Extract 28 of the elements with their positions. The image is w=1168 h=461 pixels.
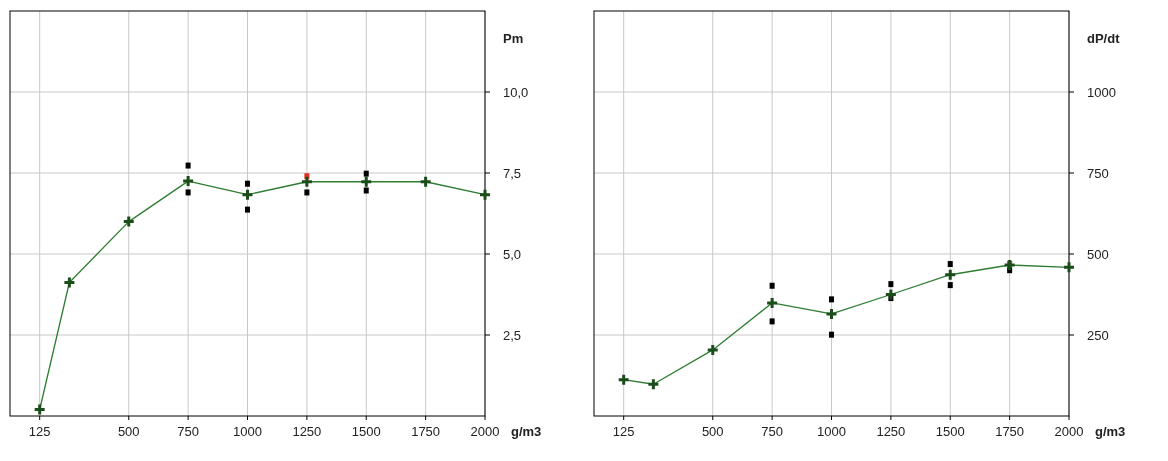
x-tick-label: 1000 — [817, 424, 846, 439]
x-tick-label: 500 — [117, 424, 140, 439]
x-axis-title: g/m3 — [511, 424, 542, 439]
y-tick-label: 2,5 — [503, 328, 522, 343]
y-axis-title: dP/dt — [1087, 31, 1121, 46]
x-tick-label: 1750 — [995, 424, 1025, 439]
x-tick-label: 1250 — [292, 424, 322, 439]
y-tick-label: 250 — [1087, 328, 1109, 343]
x-axis-title: g/m3 — [1095, 424, 1126, 439]
x-tick-label: 1750 — [411, 424, 441, 439]
y-tick-label: 750 — [1087, 166, 1109, 181]
x-tick-label: 500 — [701, 424, 724, 439]
y-tick-label: 5,0 — [503, 247, 522, 262]
x-tick-label: 2000 — [470, 424, 500, 439]
x-tick-label: 750 — [761, 424, 783, 439]
y-tick-label: 10,0 — [503, 85, 529, 100]
x-tick-label: 1250 — [876, 424, 906, 439]
y-tick-label: 1000 — [1087, 85, 1116, 100]
x-tick-label: 125 — [28, 424, 51, 439]
x-tick-label: 750 — [177, 424, 199, 439]
y-axis-title: Pm — [503, 31, 524, 46]
x-tick-label: 1000 — [233, 424, 262, 439]
x-tick-label: 1500 — [351, 424, 381, 439]
y-tick-label: 500 — [1087, 247, 1109, 262]
y-tick-label: 7,5 — [503, 166, 522, 181]
x-tick-label: 1500 — [935, 424, 965, 439]
x-tick-label: 2000 — [1054, 424, 1084, 439]
x-tick-label: 125 — [612, 424, 635, 439]
